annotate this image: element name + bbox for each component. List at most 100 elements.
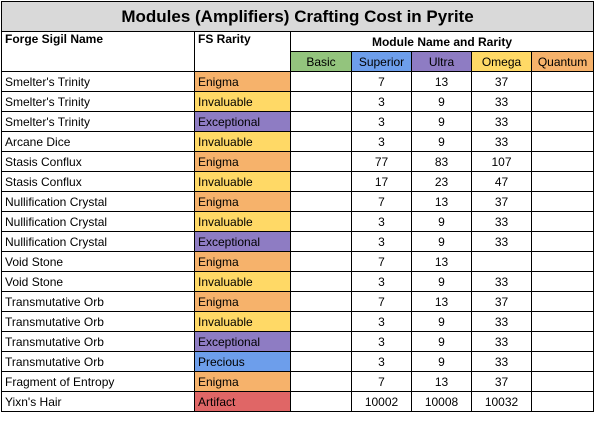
sigil-name-cell[interactable]: Nullification Crystal bbox=[1, 191, 195, 212]
cost-cell-basic[interactable] bbox=[290, 251, 352, 272]
cost-cell-omega[interactable]: 47 bbox=[471, 171, 532, 192]
sigil-name-cell[interactable]: Transmutative Orb bbox=[1, 311, 195, 332]
cost-cell-basic[interactable] bbox=[290, 331, 352, 352]
cost-cell-ultra[interactable]: 9 bbox=[411, 91, 472, 112]
cost-cell-superior[interactable]: 3 bbox=[351, 311, 412, 332]
cost-cell-quantum[interactable] bbox=[530, 331, 595, 352]
fs-rarity-cell[interactable]: Invaluable bbox=[194, 131, 291, 152]
cost-cell-omega[interactable]: 107 bbox=[471, 151, 532, 172]
sigil-name-cell[interactable]: Transmutative Orb bbox=[1, 291, 195, 312]
cost-cell-omega[interactable]: 33 bbox=[471, 351, 532, 372]
cost-cell-ultra[interactable]: 9 bbox=[411, 271, 472, 292]
cost-cell-ultra[interactable]: 13 bbox=[411, 191, 472, 212]
sigil-name-cell[interactable]: Arcane Dice bbox=[1, 131, 195, 152]
cost-cell-basic[interactable] bbox=[290, 231, 352, 252]
cost-cell-ultra[interactable]: 23 bbox=[411, 171, 472, 192]
fs-rarity-cell[interactable]: Enigma bbox=[194, 291, 291, 312]
cost-cell-omega[interactable]: 33 bbox=[471, 231, 532, 252]
sigil-name-cell[interactable]: Fragment of Entropy bbox=[1, 371, 195, 392]
cost-cell-omega[interactable]: 33 bbox=[471, 91, 532, 112]
fs-rarity-cell[interactable]: Enigma bbox=[194, 151, 291, 172]
cost-cell-ultra[interactable]: 13 bbox=[411, 71, 472, 92]
cost-cell-omega[interactable]: 33 bbox=[471, 111, 532, 132]
cost-cell-superior[interactable]: 7 bbox=[351, 71, 412, 92]
cost-cell-ultra[interactable]: 9 bbox=[411, 351, 472, 372]
cost-cell-ultra[interactable]: 9 bbox=[411, 331, 472, 352]
cost-cell-quantum[interactable] bbox=[530, 311, 595, 332]
cost-cell-quantum[interactable] bbox=[530, 151, 595, 172]
cost-cell-superior[interactable]: 3 bbox=[351, 131, 412, 152]
cost-cell-basic[interactable] bbox=[290, 151, 352, 172]
cost-cell-superior[interactable]: 3 bbox=[351, 271, 412, 292]
cost-cell-basic[interactable] bbox=[290, 191, 352, 212]
cost-cell-ultra[interactable]: 9 bbox=[411, 111, 472, 132]
sigil-name-cell[interactable]: Transmutative Orb bbox=[1, 351, 195, 372]
cost-cell-ultra[interactable]: 13 bbox=[411, 291, 472, 312]
cost-cell-superior[interactable]: 3 bbox=[351, 231, 412, 252]
cost-cell-ultra[interactable]: 10008 bbox=[411, 391, 472, 412]
cost-cell-superior[interactable]: 7 bbox=[351, 251, 412, 272]
cost-cell-omega[interactable]: 33 bbox=[471, 211, 532, 232]
header-sigil-name[interactable]: Forge Sigil Name bbox=[1, 31, 195, 72]
fs-rarity-cell[interactable]: Invaluable bbox=[194, 211, 291, 232]
fs-rarity-cell[interactable]: Exceptional bbox=[194, 231, 291, 252]
cost-cell-quantum[interactable] bbox=[530, 231, 595, 252]
tier-basic[interactable]: Basic bbox=[290, 51, 352, 72]
cost-cell-quantum[interactable] bbox=[530, 131, 595, 152]
cost-cell-superior[interactable]: 3 bbox=[351, 211, 412, 232]
cost-cell-ultra[interactable]: 83 bbox=[411, 151, 472, 172]
fs-rarity-cell[interactable]: Exceptional bbox=[194, 331, 291, 352]
fs-rarity-cell[interactable]: Artifact bbox=[194, 391, 291, 412]
cost-cell-basic[interactable] bbox=[290, 371, 352, 392]
sigil-name-cell[interactable]: Stasis Conflux bbox=[1, 171, 195, 192]
cost-cell-omega[interactable]: 37 bbox=[471, 191, 532, 212]
sigil-name-cell[interactable]: Yixn's Hair bbox=[1, 391, 195, 412]
fs-rarity-cell[interactable]: Exceptional bbox=[194, 111, 291, 132]
sigil-name-cell[interactable]: Nullification Crystal bbox=[1, 231, 195, 252]
cost-cell-superior[interactable]: 17 bbox=[351, 171, 412, 192]
cost-cell-ultra[interactable]: 9 bbox=[411, 311, 472, 332]
cost-cell-superior[interactable]: 77 bbox=[351, 151, 412, 172]
cost-cell-superior[interactable]: 3 bbox=[351, 331, 412, 352]
cost-cell-omega[interactable]: 37 bbox=[471, 291, 532, 312]
tier-superior[interactable]: Superior bbox=[351, 51, 412, 72]
fs-rarity-cell[interactable]: Precious bbox=[194, 351, 291, 372]
cost-cell-omega[interactable]: 33 bbox=[471, 131, 532, 152]
fs-rarity-cell[interactable]: Enigma bbox=[194, 71, 291, 92]
cost-cell-basic[interactable] bbox=[290, 71, 352, 92]
cost-cell-quantum[interactable] bbox=[530, 111, 595, 132]
tier-quantum[interactable]: Quantum bbox=[530, 51, 595, 72]
cost-cell-quantum[interactable] bbox=[530, 171, 595, 192]
sigil-name-cell[interactable]: Void Stone bbox=[1, 271, 195, 292]
sigil-name-cell[interactable]: Stasis Conflux bbox=[1, 151, 195, 172]
cost-cell-superior[interactable]: 7 bbox=[351, 371, 412, 392]
cost-cell-ultra[interactable]: 13 bbox=[411, 371, 472, 392]
cost-cell-ultra[interactable]: 9 bbox=[411, 211, 472, 232]
cost-cell-ultra[interactable]: 13 bbox=[411, 251, 472, 272]
cost-cell-basic[interactable] bbox=[290, 271, 352, 292]
sigil-name-cell[interactable]: Nullification Crystal bbox=[1, 211, 195, 232]
cost-cell-quantum[interactable] bbox=[530, 271, 595, 292]
sigil-name-cell[interactable]: Smelter's Trinity bbox=[1, 71, 195, 92]
sigil-name-cell[interactable]: Void Stone bbox=[1, 251, 195, 272]
header-module-group[interactable]: Module Name and Rarity bbox=[289, 31, 595, 52]
tier-ultra[interactable]: Ultra bbox=[411, 51, 472, 72]
header-fs-rarity[interactable]: FS Rarity bbox=[194, 31, 291, 72]
cost-cell-omega[interactable]: 33 bbox=[471, 311, 532, 332]
sigil-name-cell[interactable]: Smelter's Trinity bbox=[1, 91, 195, 112]
cost-cell-basic[interactable] bbox=[290, 91, 352, 112]
cost-cell-basic[interactable] bbox=[290, 211, 352, 232]
cost-cell-basic[interactable] bbox=[290, 131, 352, 152]
cost-cell-quantum[interactable] bbox=[530, 351, 595, 372]
fs-rarity-cell[interactable]: Enigma bbox=[194, 191, 291, 212]
cost-cell-superior[interactable]: 3 bbox=[351, 91, 412, 112]
fs-rarity-cell[interactable]: Invaluable bbox=[194, 271, 291, 292]
cost-cell-quantum[interactable] bbox=[530, 71, 595, 92]
tier-omega[interactable]: Omega bbox=[471, 51, 532, 72]
cost-cell-quantum[interactable] bbox=[530, 371, 595, 392]
cost-cell-quantum[interactable] bbox=[530, 291, 595, 312]
cost-cell-ultra[interactable]: 9 bbox=[411, 231, 472, 252]
sigil-name-cell[interactable]: Transmutative Orb bbox=[1, 331, 195, 352]
cost-cell-quantum[interactable] bbox=[530, 251, 595, 272]
sheet-title[interactable]: Modules (Amplifiers) Crafting Cost in Py… bbox=[0, 1, 595, 32]
